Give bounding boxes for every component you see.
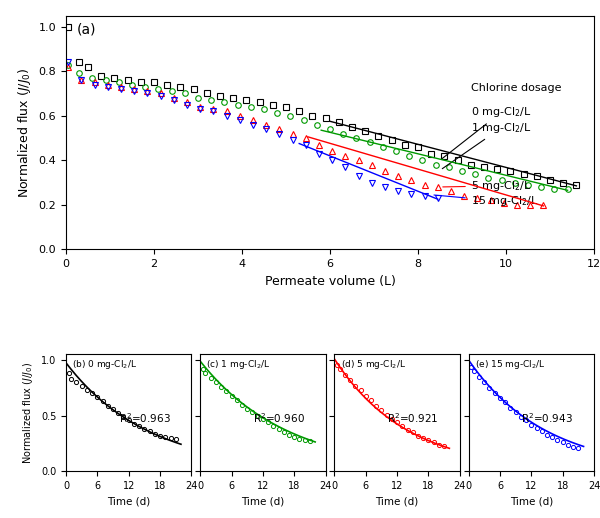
Text: R$^2$=0.921: R$^2$=0.921 <box>387 411 439 425</box>
X-axis label: Permeate volume (L): Permeate volume (L) <box>265 275 395 287</box>
Text: R$^2$=0.963: R$^2$=0.963 <box>119 411 170 425</box>
Text: 5 mg-Cl$_2$/L: 5 mg-Cl$_2$/L <box>443 179 532 193</box>
Text: R$^2$=0.943: R$^2$=0.943 <box>521 411 573 425</box>
Text: Chlorine dosage: Chlorine dosage <box>471 83 562 93</box>
Text: 1 mg-Cl$_2$/L: 1 mg-Cl$_2$/L <box>442 121 532 169</box>
Text: (b) 0 mg-Cl$_2$/L: (b) 0 mg-Cl$_2$/L <box>72 358 137 371</box>
X-axis label: Time (d): Time (d) <box>376 497 419 507</box>
Text: 0 mg-Cl$_2$/L: 0 mg-Cl$_2$/L <box>442 105 532 159</box>
Text: (e) 15 mg-Cl$_2$/L: (e) 15 mg-Cl$_2$/L <box>475 358 545 371</box>
X-axis label: Time (d): Time (d) <box>107 497 151 507</box>
Y-axis label: Normalized flux ($J/J_0$): Normalized flux ($J/J_0$) <box>22 362 35 464</box>
Y-axis label: Normalized flux ($J/J_0$): Normalized flux ($J/J_0$) <box>16 67 33 198</box>
Text: (c) 1 mg-Cl$_2$/L: (c) 1 mg-Cl$_2$/L <box>206 358 271 371</box>
Text: 15 mg-Cl$_2$/L: 15 mg-Cl$_2$/L <box>434 194 538 208</box>
X-axis label: Time (d): Time (d) <box>509 497 553 507</box>
Text: R$^2$=0.960: R$^2$=0.960 <box>253 411 305 425</box>
Text: (a): (a) <box>77 23 96 37</box>
X-axis label: Time (d): Time (d) <box>241 497 284 507</box>
Text: (d) 5 mg-Cl$_2$/L: (d) 5 mg-Cl$_2$/L <box>341 358 406 371</box>
